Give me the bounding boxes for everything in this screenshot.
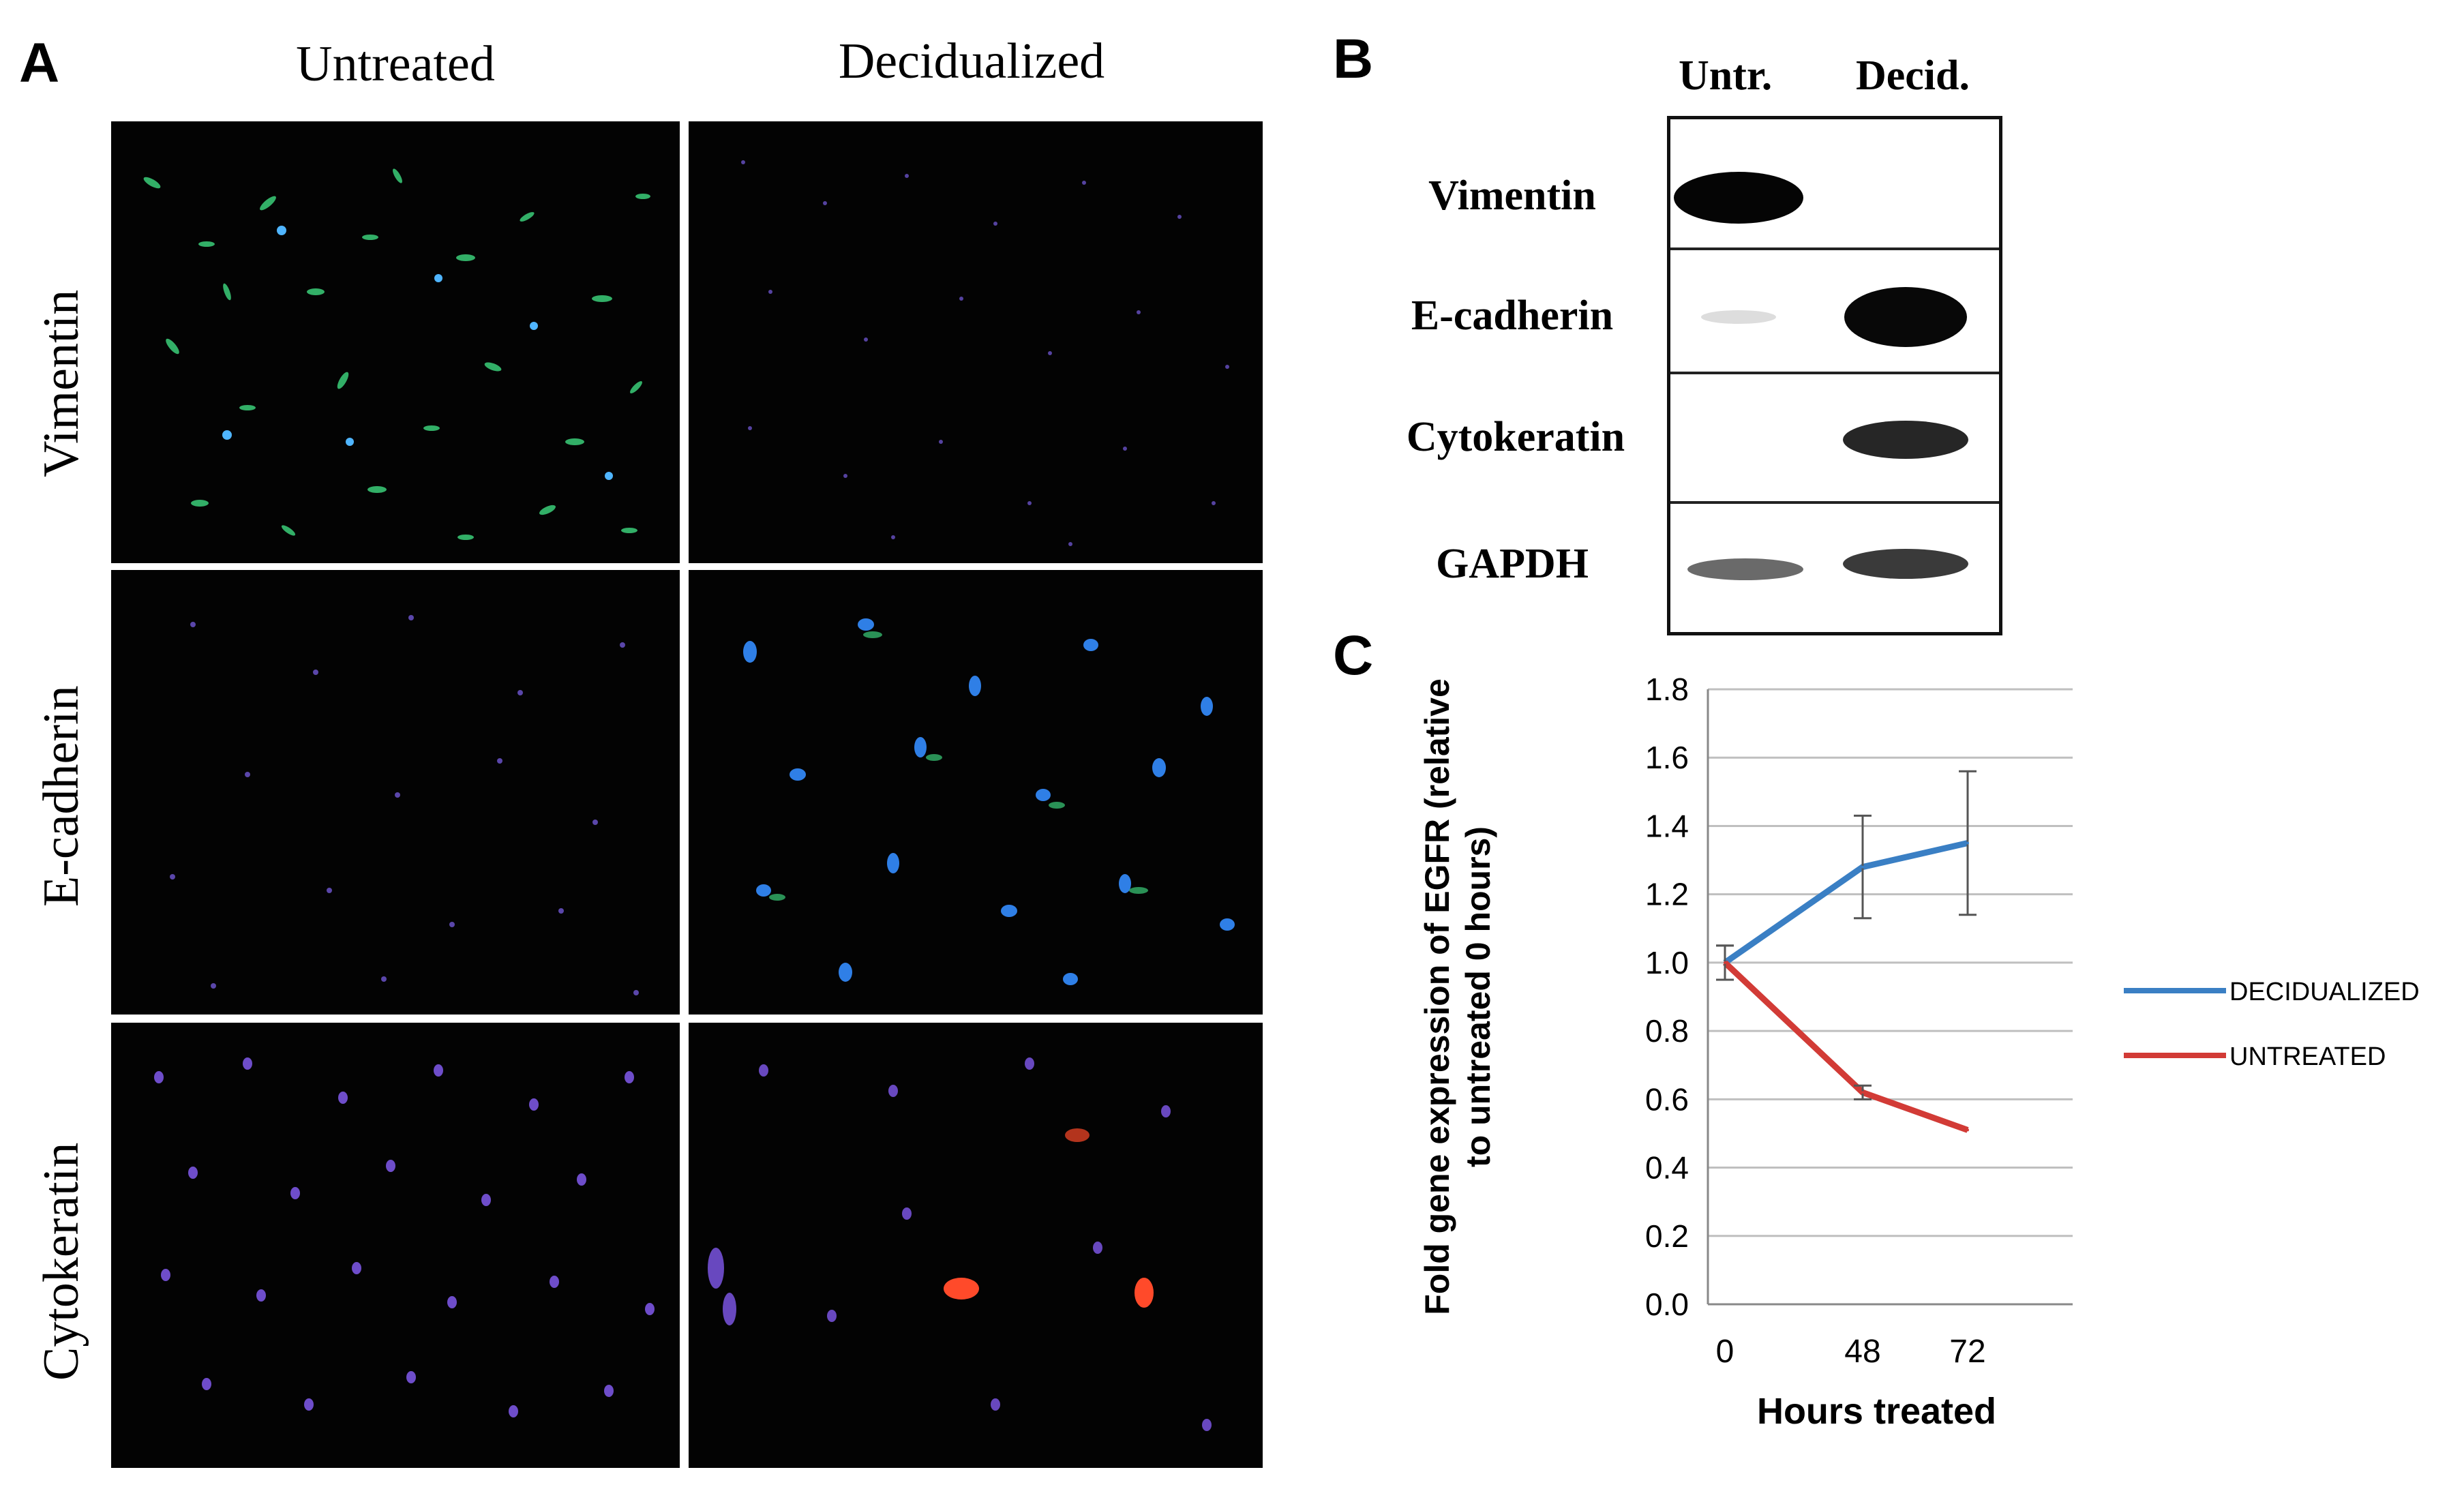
band-cytokeratin-decidualized xyxy=(1843,421,1968,459)
band-gapdh-untreated xyxy=(1687,558,1803,580)
y-tick-label: 0.4 xyxy=(1645,1150,1689,1186)
micrograph-e-cadherin-decidualized xyxy=(689,570,1263,1015)
legend-label-decidualized: DECIDUALIZED xyxy=(2229,978,2420,1006)
band-gapdh-decidualized xyxy=(1843,549,1968,579)
y-tick-label: 0.0 xyxy=(1645,1287,1689,1322)
blot-label-gapdh: GAPDH xyxy=(1436,541,1589,587)
x-tick-label: 48 xyxy=(1844,1334,1880,1370)
y-tick-label: 0.6 xyxy=(1645,1081,1689,1117)
data-point-untreated xyxy=(1724,961,1726,964)
x-tick-label: 72 xyxy=(1949,1334,1985,1370)
x-axis-label: Hours treated xyxy=(1757,1391,1996,1432)
y-tick-label: 0.2 xyxy=(1645,1218,1689,1254)
panel-c-letter: C xyxy=(1333,625,1374,687)
egfr-line-chart: 0.0 0.2 0.4 0.6 0.8 1.0 1.2 1.4 1.6 1.8 0 48 72 Hours… xyxy=(1418,672,2420,1432)
row-label-cytokeratin: Cytokeratin xyxy=(33,1142,89,1381)
panel-b-letter: B xyxy=(1333,28,1374,90)
data-point-untreated xyxy=(1966,1128,1969,1132)
y-tick-label: 1.6 xyxy=(1645,740,1689,775)
data-point-untreated xyxy=(1861,1091,1864,1094)
y-tick-label: 0.8 xyxy=(1645,1013,1689,1049)
y-tick-label: 1.2 xyxy=(1645,877,1689,912)
blot-label-cytokeratin: Cytokeratin xyxy=(1406,414,1625,460)
data-point-decidualized xyxy=(1966,841,1969,845)
y-tick-label: 1.8 xyxy=(1645,672,1689,707)
micrograph-cytokeratin-untreated xyxy=(111,1023,680,1468)
legend-label-untreated: UNTREATED xyxy=(2229,1042,2386,1071)
western-blot xyxy=(1667,116,2002,635)
blot-label-e-cadherin: E-cadherin xyxy=(1411,292,1614,339)
data-point-decidualized xyxy=(1861,865,1864,869)
band-e-cadherin-decidualized xyxy=(1844,287,1967,347)
row-label-vimentin: Vimentin xyxy=(33,289,89,477)
panel-a-letter: A xyxy=(19,32,60,94)
row-label-e-cadherin: E-cadherin xyxy=(33,685,89,907)
blot-label-vimentin: Vimentin xyxy=(1428,172,1596,219)
y-tick-label: 1.0 xyxy=(1645,945,1689,980)
band-vimentin-untreated xyxy=(1674,172,1803,224)
micrograph-e-cadherin-untreated xyxy=(111,570,680,1015)
lane-header-decidualized: Decid. xyxy=(1856,52,1970,99)
y-tick-label: 1.4 xyxy=(1645,808,1689,843)
column-header-decidualized: Decidualized xyxy=(838,33,1105,89)
micrograph-vimentin-decidualized xyxy=(689,121,1263,563)
column-header-untreated: Untreated xyxy=(296,36,495,92)
series-line-decidualized xyxy=(1723,840,1968,965)
band-e-cadherin-untreated xyxy=(1701,310,1776,324)
y-axis-label-line-2: to untreated 0 hours) xyxy=(1459,826,1497,1167)
x-tick-label: 0 xyxy=(1716,1334,1734,1370)
micrograph-vimentin-untreated xyxy=(111,121,680,563)
lane-header-untreated: Untr. xyxy=(1679,52,1773,99)
micrograph-cytokeratin-decidualized xyxy=(689,1023,1263,1468)
y-axis-label-line-1: Fold gene expression of EGFR (relative xyxy=(1418,678,1456,1315)
series-line-untreated xyxy=(1722,960,1969,1133)
